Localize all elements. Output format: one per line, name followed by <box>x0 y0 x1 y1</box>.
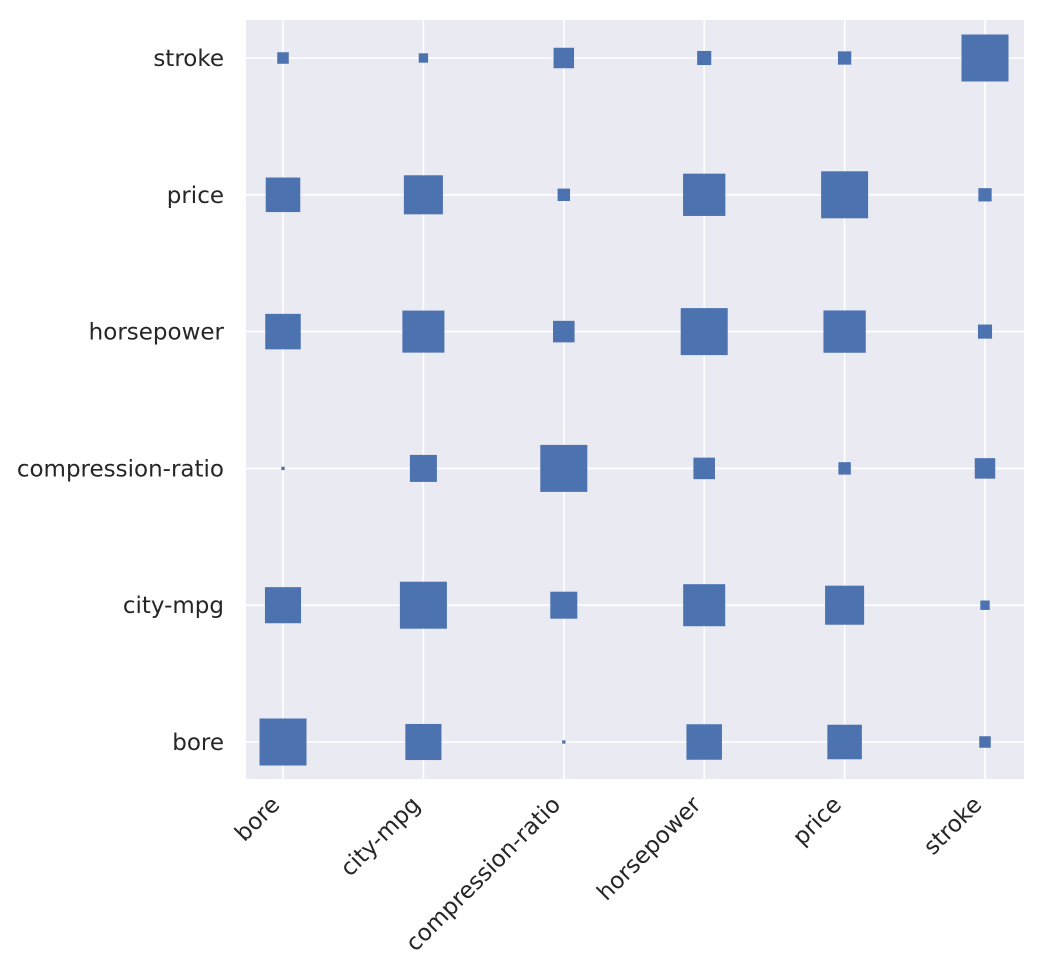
marker-stroke-stroke <box>961 34 1009 82</box>
marker-city-mpg-compression-ratio <box>409 454 437 482</box>
y-tick-label-horsepower: horsepower <box>89 320 225 346</box>
markers <box>259 34 1009 766</box>
y-tick-label-price: price <box>167 183 224 209</box>
marker-price-compression-ratio <box>838 462 851 475</box>
marker-compression-ratio-city-mpg <box>550 591 578 619</box>
plot-background <box>246 20 1024 779</box>
marker-bore-stroke <box>277 52 289 64</box>
marker-compression-ratio-bore <box>562 740 566 744</box>
x-tick-label-bore: bore <box>230 792 285 847</box>
marker-price-stroke <box>837 51 852 65</box>
x-tick-label-horsepower: horsepower <box>592 791 706 905</box>
y-tick-label-stroke: stroke <box>153 46 224 72</box>
marker-bore-horsepower <box>265 313 301 350</box>
marker-city-mpg-city-mpg <box>399 581 447 629</box>
marker-price-horsepower <box>823 310 866 353</box>
marker-compression-ratio-compression-ratio <box>540 444 588 492</box>
marker-stroke-horsepower <box>977 324 993 339</box>
marker-compression-ratio-horsepower <box>553 320 575 343</box>
marker-horsepower-bore <box>686 724 722 760</box>
marker-horsepower-horsepower <box>680 308 728 356</box>
marker-stroke-city-mpg <box>980 600 990 610</box>
y-tick-label-bore: bore <box>172 730 224 756</box>
marker-horsepower-compression-ratio <box>693 457 715 480</box>
marker-city-mpg-stroke <box>418 53 429 63</box>
marker-bore-city-mpg <box>264 587 302 624</box>
marker-bore-compression-ratio <box>281 466 285 471</box>
marker-compression-ratio-stroke <box>553 47 575 69</box>
y-tick-labels: bore city-mpg compression-ratio horsepower p… <box>17 46 225 756</box>
marker-city-mpg-horsepower <box>402 310 445 353</box>
marker-price-city-mpg <box>825 585 865 625</box>
x-tick-label-city-mpg: city-mpg <box>336 792 426 882</box>
marker-bore-price <box>265 177 301 213</box>
marker-compression-ratio-price <box>557 188 571 202</box>
x-tick-label-stroke: stroke <box>919 792 987 860</box>
y-tick-label-compression-ratio: compression-ratio <box>17 456 224 482</box>
marker-stroke-price <box>978 188 992 202</box>
marker-city-mpg-price <box>403 175 443 215</box>
marker-price-price <box>821 171 869 219</box>
marker-city-mpg-bore <box>405 723 442 761</box>
marker-bore-bore <box>259 718 307 766</box>
x-tick-label-compression-ratio: compression-ratio <box>401 792 566 957</box>
grid-lines <box>246 20 1024 779</box>
marker-horsepower-stroke <box>697 50 712 66</box>
marker-horsepower-price <box>683 173 726 216</box>
marker-stroke-bore <box>979 736 991 748</box>
y-tick-label-city-mpg: city-mpg <box>123 593 224 619</box>
marker-price-bore <box>827 724 862 760</box>
marker-stroke-compression-ratio <box>974 458 996 479</box>
marker-horsepower-city-mpg <box>683 584 726 627</box>
x-tick-label-price: price <box>788 792 847 851</box>
